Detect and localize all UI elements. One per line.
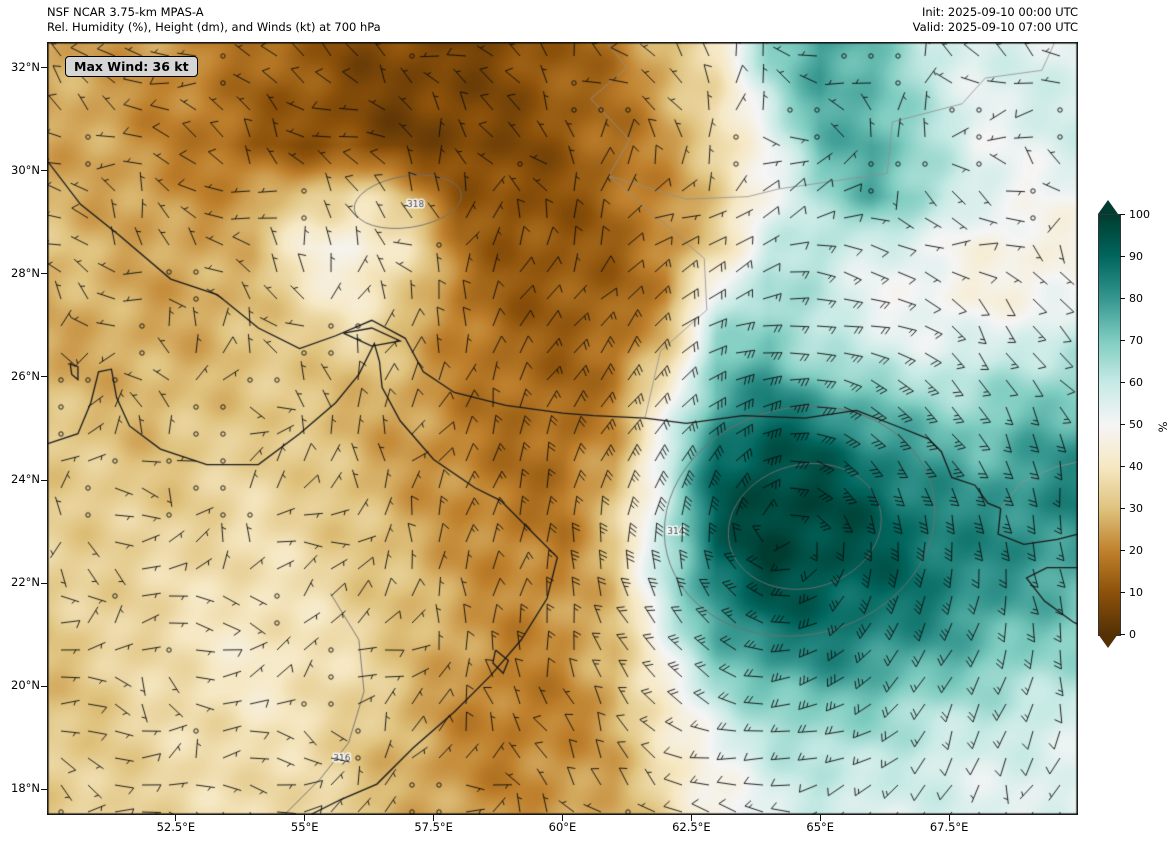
colorbar-tick-100: [1120, 214, 1125, 215]
colorbar-tick-label-80: 80: [1129, 292, 1143, 305]
colorbar-tick-label-90: 90: [1129, 250, 1143, 263]
colorbar-tick-90: [1120, 256, 1125, 257]
header-left: NSF NCAR 3.75-km MPAS-A Rel. Humidity (%…: [47, 5, 381, 34]
colorbar-tick-label-30: 30: [1129, 502, 1143, 515]
lat-tick-label-24: 24°N: [11, 472, 40, 487]
colorbar-tick-0: [1120, 634, 1125, 635]
colorbar-tick-30: [1120, 508, 1125, 509]
lat-tick-mark-18: [41, 788, 47, 790]
lat-tick-mark-28: [41, 273, 47, 275]
lon-tick-label-52.5: 52.5°E: [156, 820, 196, 834]
lon-tick-label-55: 55°E: [290, 820, 319, 834]
field-subtitle: Rel. Humidity (%), Height (dm), and Wind…: [47, 19, 381, 34]
lat-tick-label-20: 20°N: [11, 678, 40, 693]
colorbar-tick-70: [1120, 340, 1125, 341]
lat-tick-mark-24: [41, 479, 47, 481]
colorbar-tick-20: [1120, 550, 1125, 551]
lon-tick-label-67.5: 67.5°E: [929, 820, 969, 834]
lon-tick-label-60: 60°E: [548, 820, 577, 834]
lat-tick-mark-22: [41, 582, 47, 584]
lon-tick-mark-62.5: [690, 815, 692, 821]
colorbar-tick-label-70: 70: [1129, 334, 1143, 347]
lat-tick-label-26: 26°N: [11, 368, 40, 383]
colorbar-gradient: [1098, 214, 1121, 636]
colorbar-tick-50: [1120, 424, 1125, 425]
lon-tick-label-65: 65°E: [806, 820, 835, 834]
lat-tick-mark-26: [41, 376, 47, 378]
lon-tick-mark-57.5: [433, 815, 435, 821]
humidity-wind-map-canvas: [47, 42, 1078, 815]
lat-tick-label-22: 22°N: [11, 575, 40, 590]
lon-tick-mark-55: [304, 815, 306, 821]
lat-tick-mark-20: [41, 685, 47, 687]
colorbar-lower-arrow: [1098, 634, 1118, 648]
lon-tick-mark-67.5: [948, 815, 950, 821]
lat-tick-label-28: 28°N: [11, 265, 40, 280]
lon-tick-mark-52.5: [175, 815, 177, 821]
lon-tick-label-62.5: 62.5°E: [672, 820, 711, 834]
lon-tick-mark-60: [562, 815, 563, 821]
colorbar-tick-80: [1120, 298, 1125, 299]
lat-tick-mark-30: [41, 170, 47, 172]
lat-tick-label-18: 18°N: [11, 781, 40, 796]
lat-tick-mark-32: [41, 67, 47, 69]
colorbar-tick-label-10: 10: [1129, 586, 1143, 599]
colorbar-tick-label-100: 100: [1129, 208, 1150, 221]
colorbar-tick-label-20: 20: [1129, 544, 1143, 557]
lat-tick-label-30: 30°N: [11, 162, 40, 177]
model-title: NSF NCAR 3.75-km MPAS-A: [47, 5, 204, 19]
lon-tick-label-57.5: 57.5°E: [414, 820, 453, 834]
colorbar-tick-10: [1120, 592, 1125, 593]
max-wind-badge: Max Wind: 36 kt: [65, 56, 198, 77]
colorbar-tick-label-50: 50: [1129, 418, 1143, 431]
colorbar-tick-label-60: 60: [1129, 376, 1143, 389]
colorbar-upper-arrow: [1098, 200, 1118, 214]
colorbar-tick-label-0: 0: [1129, 628, 1136, 641]
colorbar-tick-40: [1120, 466, 1125, 467]
colorbar-tick-60: [1120, 382, 1125, 383]
lon-tick-mark-65: [819, 815, 821, 821]
init-time: Init: 2025-09-10 00:00 UTC: [922, 5, 1078, 19]
header-right: Init: 2025-09-10 00:00 UTC Valid: 2025-0…: [913, 5, 1078, 34]
valid-time: Valid: 2025-09-10 07:00 UTC: [912, 19, 1078, 34]
colorbar: 0 10 20 30 40 50 60 70 80 90 100: [1098, 200, 1175, 660]
colorbar-tick-label-40: 40: [1129, 460, 1143, 473]
map-plot: Max Wind: 36 kt: [47, 42, 1078, 815]
colorbar-unit-label: %: [1155, 421, 1170, 433]
lat-tick-label-32: 32°N: [11, 59, 40, 74]
